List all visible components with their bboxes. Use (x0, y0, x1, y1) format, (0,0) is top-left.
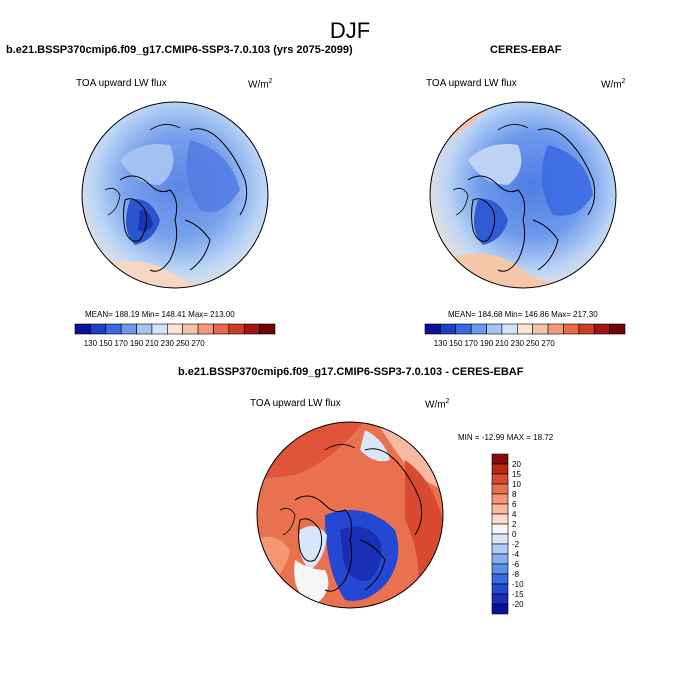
left-colorbar-box (228, 323, 245, 335)
left-colorbar-box (243, 323, 260, 335)
left-colorbar-box (105, 323, 122, 335)
right-colorbar-tick-label: 150 (449, 339, 463, 348)
diff-colorbar-tick-label: 2 (512, 520, 517, 529)
right-colorbar-tick-label: 190 (480, 339, 494, 348)
left-colorbar: 130 150 170 190 210 230 250 270 (74, 323, 276, 348)
diff-colorbar-box (491, 553, 509, 565)
left-colorbar-box (136, 323, 153, 335)
right-polar-map (429, 101, 617, 289)
left-colorbar-box (213, 323, 230, 335)
left-colorbar-tick-label: 170 (114, 339, 128, 348)
diff-colorbar-box (491, 603, 509, 615)
left-colorbar-box (197, 323, 214, 335)
left-colorbar-tick-label: 130 (84, 339, 98, 348)
left-colorbar-tick-label: 150 (99, 339, 113, 348)
left-colorbar-box (90, 323, 107, 335)
right-variable-label: TOA upward LW flux (426, 78, 517, 89)
right-colorbar-tick-label: 270 (541, 339, 555, 348)
diff-polar-map (256, 421, 444, 609)
diff-colorbar-box (491, 473, 509, 485)
diff-colorbar-tick-label: 4 (512, 510, 517, 519)
diff-colorbar-box (491, 483, 509, 495)
left-polar-map (81, 101, 269, 289)
left-colorbar-tick-label: 230 (161, 339, 175, 348)
diff-colorbar-box (491, 583, 509, 595)
right-colorbar-box (424, 323, 441, 335)
left-colorbar-box (120, 323, 137, 335)
right-colorbar-tick-label: 210 (495, 339, 509, 348)
left-colorbar-tick-label: 210 (145, 339, 159, 348)
left-colorbar-box (167, 323, 183, 335)
left-colorbar-box (74, 323, 91, 335)
right-colorbar: 130 150 170 190 210 230 250 270 (424, 323, 626, 348)
diff-units-label: W/m2 (425, 398, 450, 411)
diff-colorbar-box (491, 453, 509, 465)
right-colorbar-box (501, 323, 518, 335)
right-colorbar-box (563, 323, 580, 335)
diff-colorbar-tick-label: -10 (512, 580, 524, 589)
left-colorbar-box (259, 323, 276, 335)
diff-colorbar-box (491, 593, 509, 605)
diff-colorbar-tick-label: -15 (512, 590, 524, 599)
diff-colorbar-box (491, 503, 509, 515)
right-colorbar-box (593, 323, 610, 335)
left-variable-label: TOA upward LW flux (76, 78, 167, 89)
left-colorbar-tick-label: 190 (130, 339, 144, 348)
diff-colorbar-tick-label: -6 (512, 560, 520, 569)
diff-colorbar-tick-label: -2 (512, 540, 520, 549)
right-panel-title: CERES-EBAF (490, 44, 562, 56)
diff-colorbar-box (491, 563, 509, 575)
figure-title: DJF (329, 18, 371, 43)
diff-colorbar-box (491, 463, 509, 475)
diff-colorbar-tick-label: 6 (512, 500, 517, 509)
right-colorbar-tick-label: 230 (511, 339, 525, 348)
diff-colorbar-tick-label: 10 (512, 480, 521, 489)
diff-colorbar-tick-label: -4 (512, 550, 520, 559)
right-colorbar-box (517, 323, 533, 335)
right-colorbar-box (578, 323, 595, 335)
left-colorbar-box (151, 323, 168, 335)
diff-stats: MIN = -12.99 MAX = 18.72 (458, 433, 554, 442)
diff-colorbar-tick-label: 20 (512, 460, 521, 469)
diff-colorbar-box (491, 573, 509, 585)
diff-colorbar-box (491, 543, 509, 555)
right-colorbar-box (440, 323, 457, 335)
right-colorbar-tick-label: 130 (434, 339, 448, 348)
left-units-label: W/m2 (248, 78, 273, 91)
diff-colorbar-tick-label: -8 (512, 570, 520, 579)
diff-colorbar-box (491, 523, 509, 535)
right-colorbar-box (609, 323, 626, 335)
left-colorbar-tick-label: 250 (176, 339, 190, 348)
diff-panel-title: b.e21.BSSP370cmip6.f09_g17.CMIP6-SSP3-7.… (178, 366, 524, 378)
right-colorbar-box (486, 323, 503, 335)
diff-colorbar-tick-label: 8 (512, 490, 517, 499)
right-colorbar-box (455, 323, 472, 335)
left-colorbar-box (182, 323, 199, 335)
diff-colorbar-tick-label: 15 (512, 470, 521, 479)
right-colorbar-box (547, 323, 564, 335)
left-colorbar-tick-label: 270 (191, 339, 205, 348)
diff-colorbar-tick-label: 0 (512, 530, 517, 539)
right-units-label: W/m2 (601, 78, 626, 91)
left-panel-title: b.e21.BSSP370cmip6.f09_g17.CMIP6-SSP3-7.… (6, 44, 353, 56)
left-stats: MEAN= 188.19 Min= 148.41 Max= 213.00 (85, 310, 235, 319)
diff-colorbar-tick-label: -20 (512, 600, 524, 609)
right-colorbar-box (532, 323, 549, 335)
right-colorbar-tick-label: 250 (526, 339, 540, 348)
right-colorbar-box (470, 323, 487, 335)
right-colorbar-tick-label: 170 (464, 339, 478, 348)
diff-colorbar-box (491, 533, 509, 545)
diff-variable-label: TOA upward LW flux (250, 398, 341, 409)
diff-colorbar-box (491, 493, 509, 505)
right-stats: MEAN= 184.68 Min= 146.86 Max= 217.30 (448, 310, 598, 319)
diff-colorbar-box (491, 513, 509, 525)
